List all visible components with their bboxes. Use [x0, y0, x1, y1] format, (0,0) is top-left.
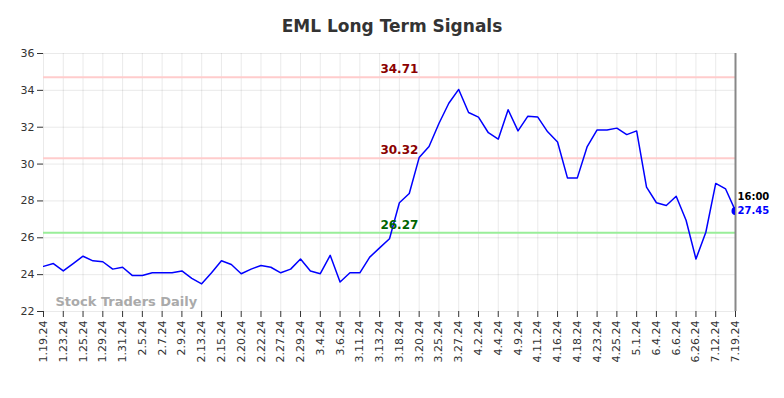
- svg-text:4.9.24: 4.9.24: [512, 321, 525, 356]
- svg-text:7.12.24: 7.12.24: [709, 321, 722, 363]
- svg-text:2.29.24: 2.29.24: [294, 321, 307, 363]
- svg-text:2.5.24: 2.5.24: [136, 321, 149, 356]
- svg-text:2.15.24: 2.15.24: [215, 321, 228, 363]
- svg-text:4.11.24: 4.11.24: [531, 321, 544, 363]
- svg-text:3.4.24: 3.4.24: [314, 321, 327, 356]
- svg-text:34.71: 34.71: [380, 62, 418, 76]
- svg-text:2.9.24: 2.9.24: [175, 321, 188, 356]
- svg-text:4.16.24: 4.16.24: [551, 321, 564, 363]
- svg-text:24: 24: [21, 268, 35, 281]
- svg-text:30: 30: [21, 158, 35, 171]
- svg-text:4.4.24: 4.4.24: [492, 321, 505, 356]
- svg-text:6.6.24: 6.6.24: [670, 321, 683, 356]
- svg-text:4.2.24: 4.2.24: [472, 321, 485, 356]
- svg-text:1.19.24: 1.19.24: [37, 321, 50, 363]
- svg-text:30.32: 30.32: [380, 143, 418, 157]
- svg-text:1.31.24: 1.31.24: [116, 321, 129, 363]
- svg-text:2.13.24: 2.13.24: [195, 321, 208, 363]
- svg-text:27.45: 27.45: [738, 205, 770, 216]
- svg-text:3.13.24: 3.13.24: [373, 321, 386, 363]
- svg-text:26: 26: [21, 231, 35, 244]
- svg-text:3.18.24: 3.18.24: [393, 321, 406, 363]
- svg-text:28: 28: [21, 194, 35, 207]
- svg-text:22: 22: [21, 305, 35, 318]
- svg-text:4.25.24: 4.25.24: [610, 321, 623, 363]
- svg-text:2.22.24: 2.22.24: [255, 321, 268, 363]
- svg-text:7.19.24: 7.19.24: [729, 321, 742, 363]
- svg-text:3.6.24: 3.6.24: [334, 321, 347, 356]
- svg-text:5.1.24: 5.1.24: [630, 321, 643, 356]
- svg-text:4.23.24: 4.23.24: [591, 321, 604, 363]
- svg-text:32: 32: [21, 121, 35, 134]
- svg-text:34: 34: [21, 84, 35, 97]
- svg-text:1.23.24: 1.23.24: [57, 321, 70, 363]
- svg-text:3.25.24: 3.25.24: [432, 321, 445, 363]
- svg-text:1.25.24: 1.25.24: [77, 321, 90, 363]
- html-text:EML Long Term Signals: EML Long Term Signals: [281, 16, 503, 36]
- svg-text:6.26.24: 6.26.24: [689, 321, 702, 363]
- svg-text:26.27: 26.27: [380, 218, 418, 232]
- svg-text:36: 36: [21, 47, 35, 60]
- svg-text:3.20.24: 3.20.24: [413, 321, 426, 363]
- svg-text:2.27.24: 2.27.24: [274, 321, 287, 363]
- svg-text:2.7.24: 2.7.24: [156, 321, 169, 356]
- svg-text:Stock Traders Daily: Stock Traders Daily: [56, 294, 198, 309]
- svg-text:16:00: 16:00: [738, 191, 770, 202]
- svg-text:4.18.24: 4.18.24: [571, 321, 584, 363]
- svg-text:2.20.24: 2.20.24: [235, 321, 248, 363]
- svg-text:3.27.24: 3.27.24: [452, 321, 465, 363]
- svg-text:6.4.24: 6.4.24: [650, 321, 663, 356]
- svg-text:1.29.24: 1.29.24: [96, 321, 109, 363]
- svg-text:3.11.24: 3.11.24: [353, 321, 366, 363]
